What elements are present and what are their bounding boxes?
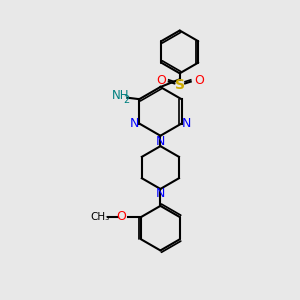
Text: N: N — [130, 117, 139, 130]
Text: O: O — [156, 74, 166, 87]
Text: N: N — [182, 117, 191, 130]
Text: O: O — [194, 74, 204, 87]
Text: N: N — [156, 136, 165, 148]
Text: N: N — [156, 187, 165, 200]
Text: NH: NH — [112, 89, 129, 102]
Text: O: O — [116, 210, 126, 223]
Text: CH₃: CH₃ — [91, 212, 110, 222]
Text: S: S — [175, 78, 185, 92]
Text: 2: 2 — [123, 95, 129, 105]
